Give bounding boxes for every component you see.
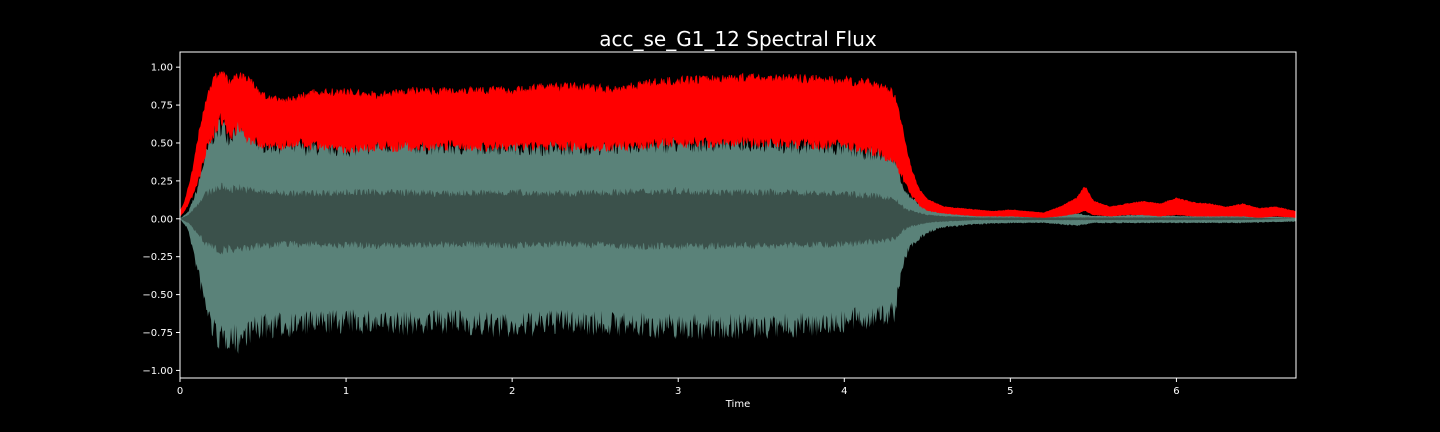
x-tick-label: 5 bbox=[1007, 386, 1013, 397]
y-tick-label: −1.00 bbox=[142, 366, 173, 377]
x-axis: 0 1 2 3 4 5 6 bbox=[177, 378, 1180, 397]
plot-area bbox=[180, 71, 1296, 354]
x-tick-label: 3 bbox=[675, 386, 681, 397]
y-tick-label: −0.75 bbox=[142, 328, 173, 339]
x-tick-label: 1 bbox=[343, 386, 349, 397]
y-tick-label: 1.00 bbox=[151, 63, 173, 74]
y-axis: 1.00 0.75 0.50 0.25 0.00 −0.25 −0.50 −0.75 −1.00 bbox=[142, 63, 180, 377]
y-tick-label: 0.50 bbox=[151, 138, 173, 149]
x-tick-label: 6 bbox=[1173, 386, 1179, 397]
spectral-flux-band bbox=[180, 71, 1296, 218]
plot-frame bbox=[179, 51, 1297, 379]
x-tick-label: 0 bbox=[177, 386, 183, 397]
chart-title: acc_se_G1_12 Spectral Flux bbox=[599, 27, 877, 51]
waveform-inner-envelope bbox=[180, 182, 1296, 255]
y-tick-label: −0.50 bbox=[142, 290, 173, 301]
x-tick-label: 2 bbox=[509, 386, 515, 397]
x-tick-label: 4 bbox=[841, 386, 847, 397]
x-axis-label: Time bbox=[725, 399, 750, 410]
y-tick-label: −0.25 bbox=[142, 252, 173, 263]
y-tick-label: 0.00 bbox=[151, 214, 173, 225]
y-tick-label: 0.75 bbox=[151, 101, 173, 112]
y-tick-label: 0.25 bbox=[151, 176, 173, 187]
